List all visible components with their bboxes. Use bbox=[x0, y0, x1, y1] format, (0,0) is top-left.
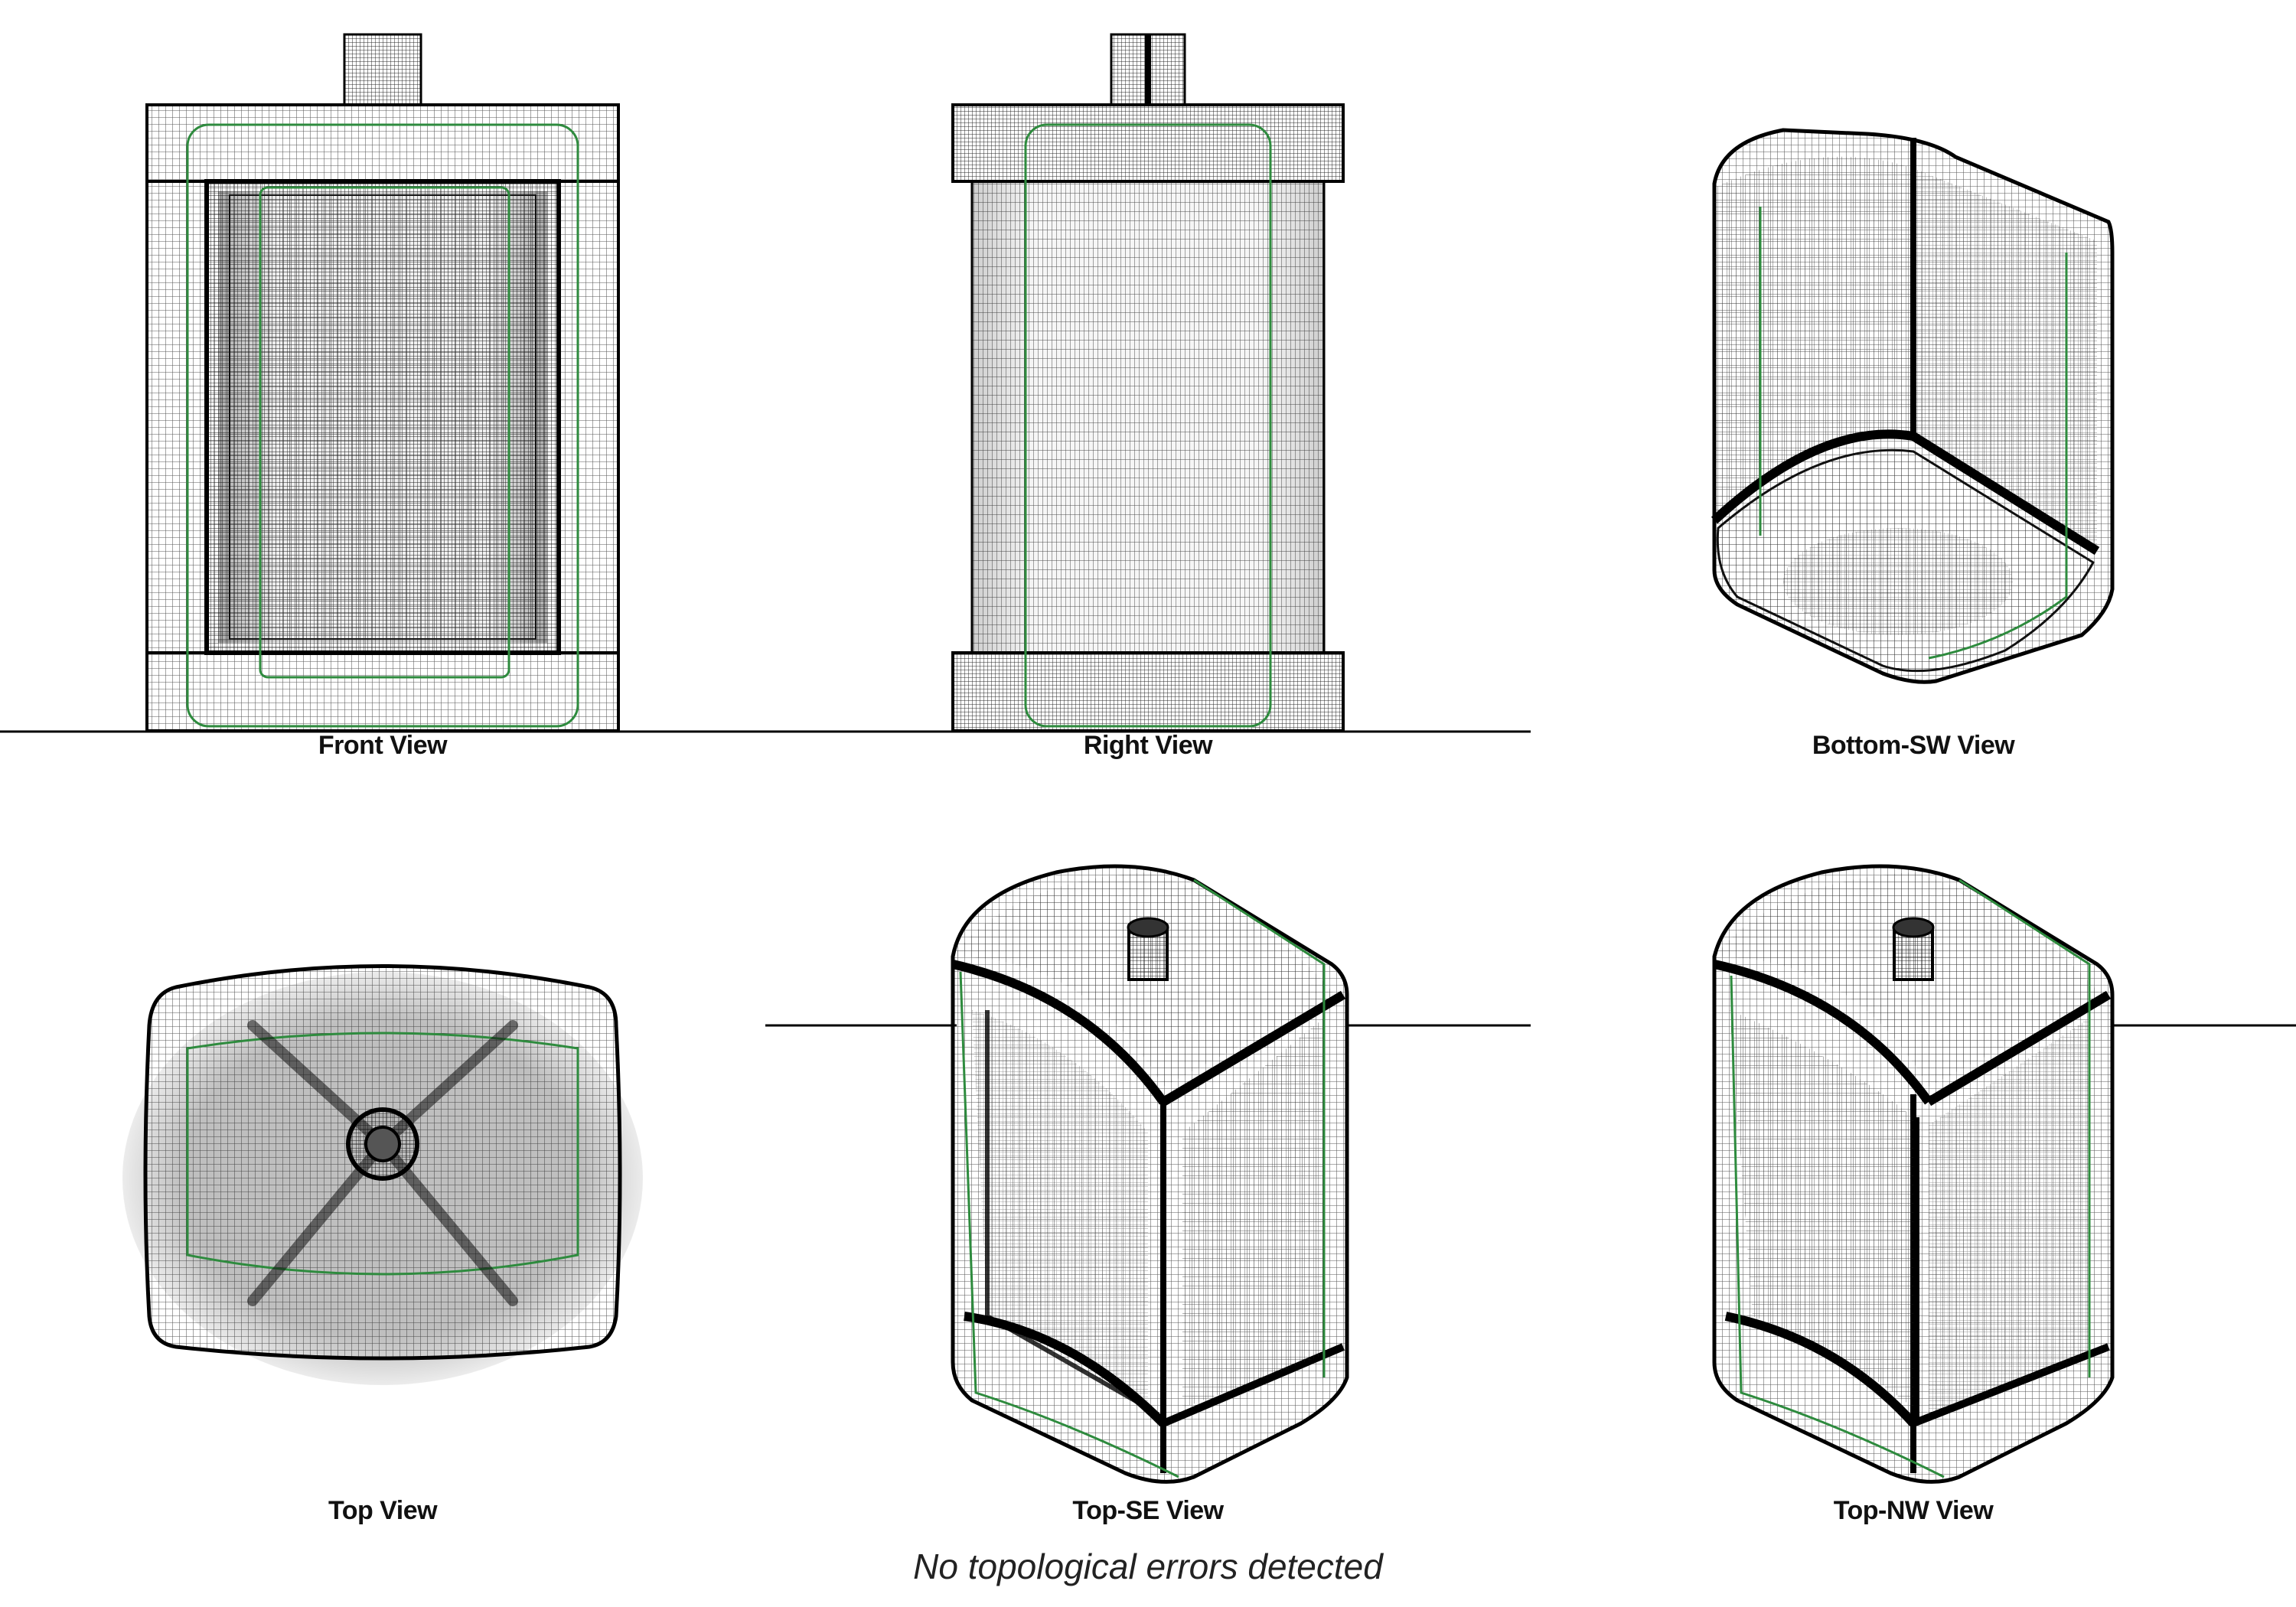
topology-status-message: No topological errors detected bbox=[765, 1546, 1531, 1587]
top-view-label: Top View bbox=[191, 1496, 574, 1526]
bottom-sw-view-label: Bottom-SW View bbox=[1722, 731, 2105, 761]
top-nw-view-label: Top-NW View bbox=[1722, 1496, 2105, 1526]
top-nw-view-model bbox=[1714, 866, 2112, 1482]
bottom-sw-view-model bbox=[1714, 130, 2112, 682]
top-se-view-label: Top-SE View bbox=[957, 1496, 1339, 1526]
right-view-model bbox=[953, 34, 1343, 731]
top-view-model bbox=[122, 966, 643, 1386]
top-se-view-model bbox=[953, 866, 1347, 1482]
right-view-label: Right View bbox=[957, 731, 1339, 761]
front-view-label: Front View bbox=[191, 731, 574, 761]
front-view-model bbox=[147, 34, 618, 731]
